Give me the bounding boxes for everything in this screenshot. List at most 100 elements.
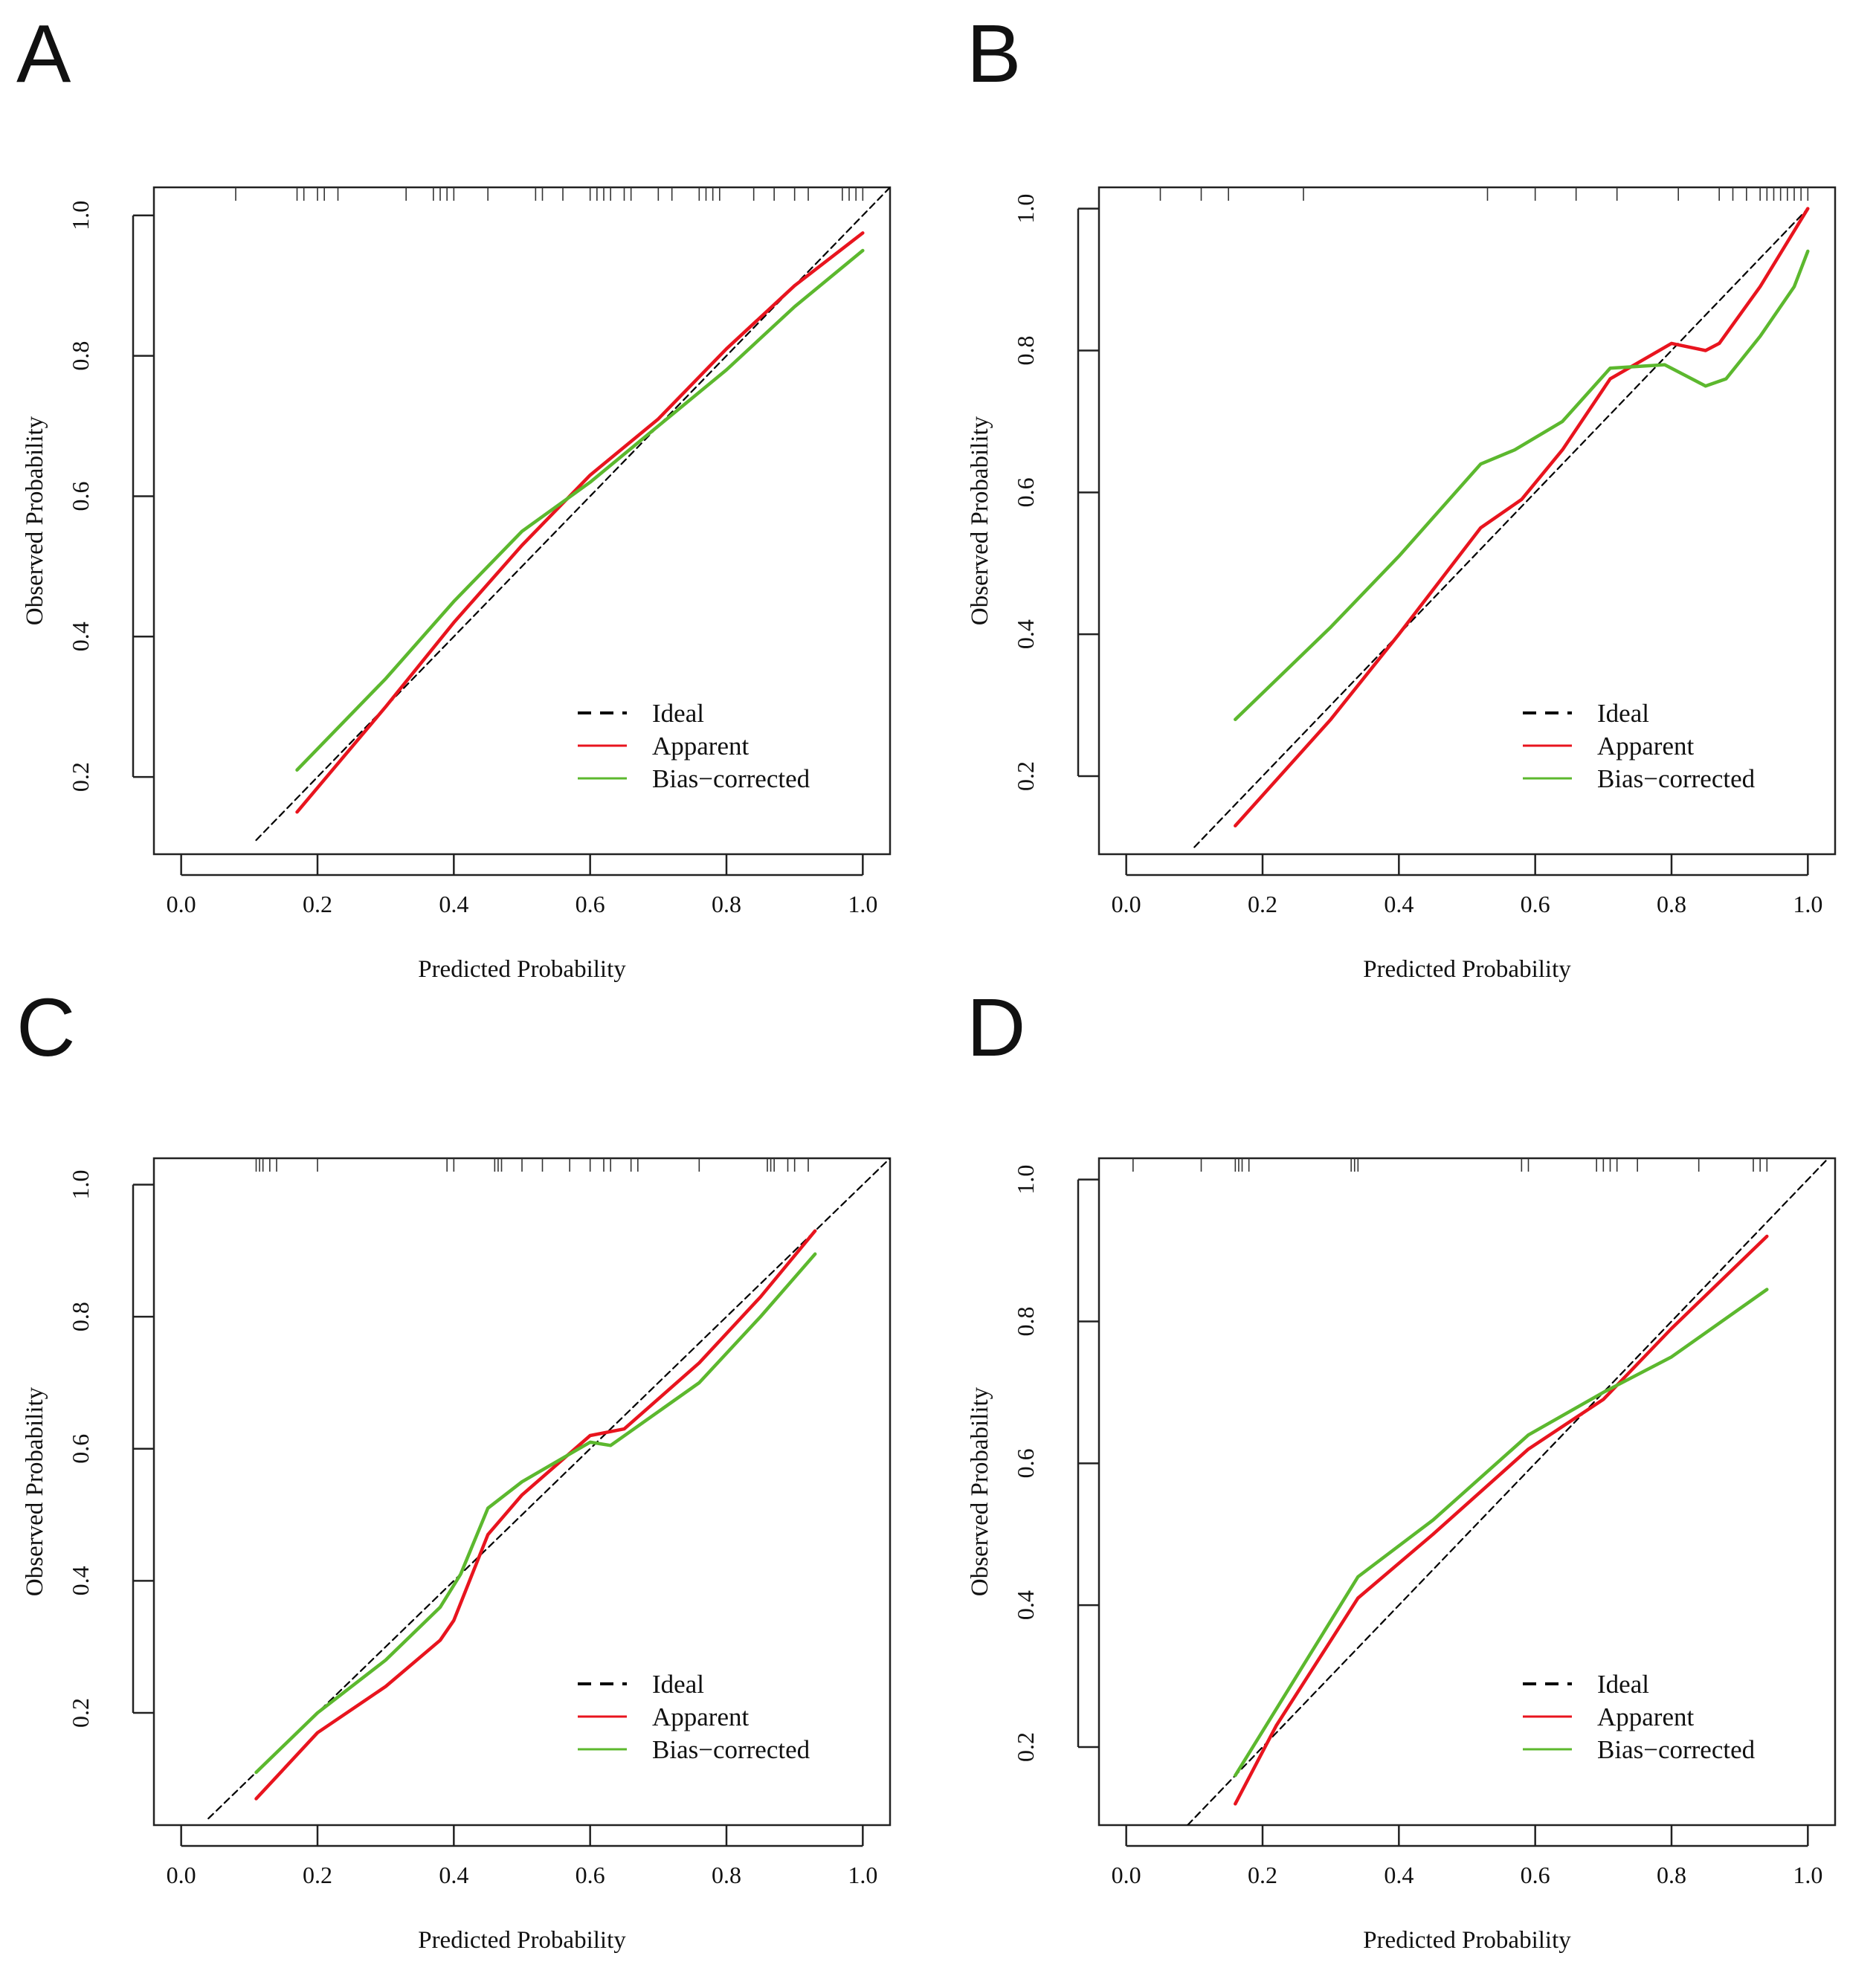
y-tick-label: 0.8 — [67, 341, 94, 371]
legend-ideal-label: Ideal — [652, 1670, 704, 1699]
x-tick-label: 0.0 — [167, 891, 196, 917]
legend: Ideal Apparent Bias−corrected — [578, 1670, 810, 1764]
y-tick-label: 0.2 — [1012, 1732, 1039, 1762]
calibration-plot-d: 0.0 0.2 0.4 0.6 0.8 1.0 0.2 0.4 0.6 0.8 1.0 Predict… — [967, 1157, 1837, 1954]
legend: Ideal Apparent Bias−corrected — [578, 699, 810, 793]
y-tick-label: 1.0 — [1012, 194, 1039, 224]
apparent-line — [1234, 1234, 1769, 1806]
y-tick-label: 1.0 — [67, 1170, 94, 1200]
y-tick-label: 0.2 — [67, 762, 94, 792]
x-tick-label: 0.2 — [1248, 891, 1277, 917]
plots-container: 0.0 0.2 0.4 0.6 0.8 1.0 0.2 0.4 0.6 0.8 1.0 Predict… — [22, 186, 1837, 1954]
rug-marks — [1159, 187, 1809, 201]
apparent-line — [1234, 207, 1810, 828]
legend-bias-corrected-label: Bias−corrected — [652, 764, 810, 793]
x-tick-label: 0.6 — [1521, 1862, 1550, 1888]
y-tick-label: 1.0 — [67, 201, 94, 230]
bias-corrected-line — [1234, 249, 1810, 721]
x-tick-label: 1.0 — [848, 891, 877, 917]
legend-bias-corrected-label: Bias−corrected — [1597, 1735, 1756, 1764]
y-tick-label: 0.8 — [1012, 335, 1039, 365]
calibration-plot-c: 0.0 0.2 0.4 0.6 0.8 1.0 0.2 0.4 0.6 0.8 1.0 Predict… — [22, 1157, 892, 1954]
legend-ideal-label: Ideal — [652, 699, 704, 728]
x-tick-label: 0.2 — [303, 1862, 332, 1888]
legend-apparent-label: Apparent — [1597, 1702, 1695, 1731]
ideal-line — [1193, 207, 1809, 848]
y-tick-label: 0.4 — [1012, 1590, 1039, 1620]
plot-frame — [152, 186, 892, 856]
x-tick-label: 0.8 — [1657, 891, 1686, 917]
panel-letter-d: D — [967, 982, 1025, 1074]
apparent-line — [295, 231, 865, 814]
x-tick-label: 0.0 — [1112, 891, 1141, 917]
x-axis-title: Predicted Probability — [1363, 1927, 1571, 1954]
y-axis-title: Observed Probability — [967, 416, 993, 625]
x-axis-title: Predicted Probability — [418, 956, 626, 983]
plot-frame — [1097, 1157, 1837, 1827]
y-tick-label: 0.6 — [67, 481, 94, 511]
legend: Ideal Apparent Bias−corrected — [1523, 699, 1756, 793]
calibration-plot-a: 0.0 0.2 0.4 0.6 0.8 1.0 0.2 0.4 0.6 0.8 1.0 Predict… — [22, 186, 892, 983]
legend-ideal-label: Ideal — [1597, 699, 1649, 728]
x-tick-label: 0.2 — [303, 891, 332, 917]
legend-apparent-label: Apparent — [1597, 732, 1695, 761]
y-tick-label: 0.2 — [1012, 761, 1039, 791]
y-axis-title: Observed Probability — [22, 1386, 48, 1596]
legend: Ideal Apparent Bias−corrected — [1523, 1670, 1756, 1764]
x-tick-label: 0.6 — [576, 1862, 605, 1888]
series-group — [207, 1158, 890, 1820]
y-tick-label: 0.4 — [1012, 619, 1039, 649]
calibration-plot-b: 0.0 0.2 0.4 0.6 0.8 1.0 0.2 0.4 0.6 0.8 1.0 Predict… — [967, 186, 1837, 983]
rug-marks — [235, 187, 864, 201]
y-tick-label: 0.8 — [1012, 1306, 1039, 1336]
panel-letter-c: C — [16, 982, 75, 1074]
y-tick-label: 0.4 — [67, 622, 94, 651]
ideal-line — [1187, 1158, 1829, 1825]
x-tick-label: 0.4 — [1384, 891, 1414, 917]
x-tick-label: 1.0 — [848, 1862, 877, 1888]
plot-frame — [152, 1157, 892, 1827]
x-tick-label: 0.4 — [1384, 1862, 1414, 1888]
x-tick-label: 0.6 — [1521, 891, 1550, 917]
series-group — [1187, 1158, 1829, 1825]
bias-corrected-line — [295, 248, 865, 772]
x-tick-label: 0.8 — [712, 891, 741, 917]
legend-apparent-label: Apparent — [652, 732, 750, 761]
series-group — [1193, 207, 1810, 848]
x-tick-label: 0.8 — [1657, 1862, 1686, 1888]
plot-frame — [1097, 186, 1837, 856]
y-axis-title: Observed Probability — [967, 1386, 993, 1596]
rug-marks — [1132, 1158, 1768, 1172]
legend-apparent-label: Apparent — [652, 1702, 750, 1731]
x-axis-title: Predicted Probability — [418, 1927, 626, 1954]
y-tick-label: 0.8 — [67, 1302, 94, 1331]
bias-corrected-line — [1234, 1288, 1769, 1778]
y-tick-label: 0.6 — [1012, 477, 1039, 507]
y-tick-label: 0.6 — [67, 1434, 94, 1464]
series-group — [255, 187, 890, 842]
x-tick-label: 0.2 — [1248, 1862, 1277, 1888]
y-tick-label: 0.4 — [67, 1566, 94, 1595]
panel-letter-a: A — [16, 8, 71, 100]
legend-ideal-label: Ideal — [1597, 1670, 1649, 1699]
x-tick-label: 0.4 — [439, 891, 468, 917]
y-axis-title: Observed Probability — [22, 416, 48, 625]
legend-bias-corrected-label: Bias−corrected — [1597, 764, 1756, 793]
x-tick-label: 0.8 — [712, 1862, 741, 1888]
x-tick-label: 1.0 — [1793, 1862, 1822, 1888]
panel-letter-b: B — [967, 8, 1021, 100]
x-tick-label: 0.0 — [167, 1862, 196, 1888]
bias-corrected-line — [254, 1252, 817, 1775]
apparent-line — [254, 1229, 817, 1801]
x-axis-title: Predicted Probability — [1363, 956, 1571, 983]
y-tick-label: 0.2 — [67, 1698, 94, 1728]
x-tick-label: 0.6 — [576, 891, 605, 917]
legend-bias-corrected-label: Bias−corrected — [652, 1735, 810, 1764]
x-tick-label: 0.0 — [1112, 1862, 1141, 1888]
y-tick-label: 0.6 — [1012, 1448, 1039, 1478]
rug-marks — [255, 1158, 809, 1172]
x-tick-label: 1.0 — [1793, 891, 1822, 917]
x-tick-label: 0.4 — [439, 1862, 468, 1888]
y-tick-label: 1.0 — [1012, 1165, 1039, 1195]
